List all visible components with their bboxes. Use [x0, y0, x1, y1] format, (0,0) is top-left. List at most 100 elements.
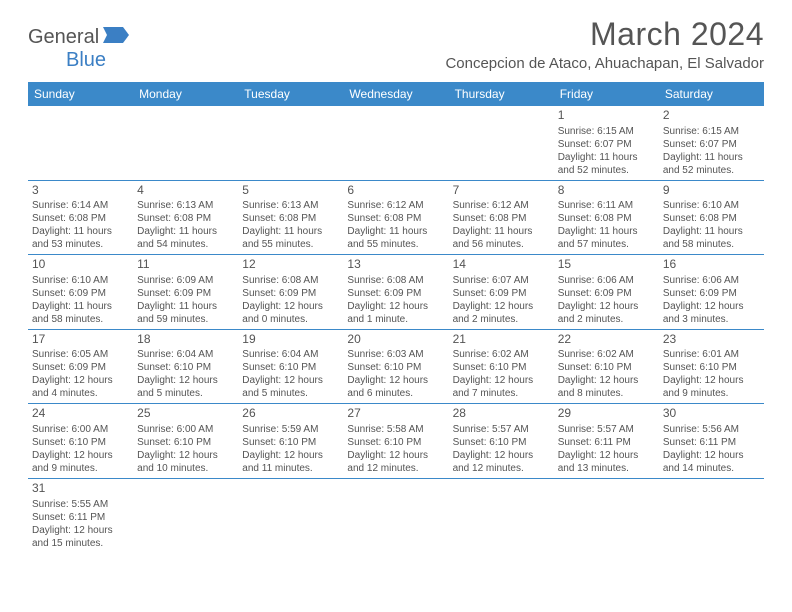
calendar-day-cell: 26Sunrise: 5:59 AMSunset: 6:10 PMDayligh… [238, 404, 343, 479]
sunset-text: Sunset: 6:09 PM [558, 287, 655, 300]
sunset-text: Sunset: 6:08 PM [242, 212, 339, 225]
day-number: 24 [32, 406, 129, 422]
sunrise-text: Sunrise: 6:04 AM [137, 348, 234, 361]
calendar-day-cell [343, 106, 448, 180]
sunrise-text: Sunrise: 6:06 AM [663, 274, 760, 287]
sunrise-text: Sunrise: 5:57 AM [558, 423, 655, 436]
calendar-day-cell: 11Sunrise: 6:09 AMSunset: 6:09 PMDayligh… [133, 255, 238, 330]
day-header: Thursday [449, 82, 554, 106]
sunrise-text: Sunrise: 6:02 AM [453, 348, 550, 361]
calendar-day-cell: 30Sunrise: 5:56 AMSunset: 6:11 PMDayligh… [659, 404, 764, 479]
sunset-text: Sunset: 6:08 PM [558, 212, 655, 225]
calendar-day-cell: 1Sunrise: 6:15 AMSunset: 6:07 PMDaylight… [554, 106, 659, 180]
calendar-page: General Blue March 2024 Concepcion de At… [0, 0, 792, 553]
sunset-text: Sunset: 6:11 PM [32, 511, 129, 524]
day-number: 9 [663, 183, 760, 199]
sunset-text: Sunset: 6:07 PM [558, 138, 655, 151]
flag-icon [103, 26, 129, 49]
month-title: March 2024 [445, 16, 764, 53]
daylight-text: Daylight: 11 hours and 58 minutes. [663, 225, 760, 251]
sunrise-text: Sunrise: 5:57 AM [453, 423, 550, 436]
logo-text-general: General [28, 26, 99, 48]
sunset-text: Sunset: 6:11 PM [663, 436, 760, 449]
sunset-text: Sunset: 6:09 PM [137, 287, 234, 300]
calendar-day-cell: 10Sunrise: 6:10 AMSunset: 6:09 PMDayligh… [28, 255, 133, 330]
calendar-day-cell: 8Sunrise: 6:11 AMSunset: 6:08 PMDaylight… [554, 180, 659, 255]
day-number: 31 [32, 481, 129, 497]
day-header: Sunday [28, 82, 133, 106]
calendar-table: SundayMondayTuesdayWednesdayThursdayFrid… [28, 82, 764, 553]
calendar-day-cell: 6Sunrise: 6:12 AMSunset: 6:08 PMDaylight… [343, 180, 448, 255]
logo-text-blue: Blue [66, 49, 106, 71]
day-number: 21 [453, 332, 550, 348]
daylight-text: Daylight: 12 hours and 9 minutes. [32, 449, 129, 475]
calendar-day-cell: 5Sunrise: 6:13 AMSunset: 6:08 PMDaylight… [238, 180, 343, 255]
calendar-body: 1Sunrise: 6:15 AMSunset: 6:07 PMDaylight… [28, 106, 764, 553]
daylight-text: Daylight: 12 hours and 3 minutes. [663, 300, 760, 326]
calendar-day-cell: 28Sunrise: 5:57 AMSunset: 6:10 PMDayligh… [449, 404, 554, 479]
calendar-day-cell [133, 106, 238, 180]
calendar-day-cell: 4Sunrise: 6:13 AMSunset: 6:08 PMDaylight… [133, 180, 238, 255]
sunset-text: Sunset: 6:09 PM [453, 287, 550, 300]
sunset-text: Sunset: 6:10 PM [242, 361, 339, 374]
location-subtitle: Concepcion de Ataco, Ahuachapan, El Salv… [445, 55, 764, 72]
calendar-day-cell [133, 478, 238, 552]
day-number: 13 [347, 257, 444, 273]
day-header: Tuesday [238, 82, 343, 106]
header-row: General Blue March 2024 Concepcion de At… [28, 16, 764, 72]
calendar-week-row: 3Sunrise: 6:14 AMSunset: 6:08 PMDaylight… [28, 180, 764, 255]
day-number: 26 [242, 406, 339, 422]
daylight-text: Daylight: 11 hours and 55 minutes. [347, 225, 444, 251]
calendar-week-row: 31Sunrise: 5:55 AMSunset: 6:11 PMDayligh… [28, 478, 764, 552]
sunrise-text: Sunrise: 6:02 AM [558, 348, 655, 361]
day-number: 14 [453, 257, 550, 273]
daylight-text: Daylight: 12 hours and 13 minutes. [558, 449, 655, 475]
calendar-day-cell: 29Sunrise: 5:57 AMSunset: 6:11 PMDayligh… [554, 404, 659, 479]
logo-text: General Blue [28, 26, 129, 72]
daylight-text: Daylight: 11 hours and 52 minutes. [558, 151, 655, 177]
sunrise-text: Sunrise: 6:10 AM [663, 199, 760, 212]
calendar-day-cell: 24Sunrise: 6:00 AMSunset: 6:10 PMDayligh… [28, 404, 133, 479]
daylight-text: Daylight: 12 hours and 10 minutes. [137, 449, 234, 475]
day-number: 17 [32, 332, 129, 348]
sunrise-text: Sunrise: 6:11 AM [558, 199, 655, 212]
sunset-text: Sunset: 6:10 PM [347, 436, 444, 449]
sunrise-text: Sunrise: 6:06 AM [558, 274, 655, 287]
sunset-text: Sunset: 6:09 PM [32, 287, 129, 300]
day-number: 30 [663, 406, 760, 422]
daylight-text: Daylight: 11 hours and 52 minutes. [663, 151, 760, 177]
day-header: Monday [133, 82, 238, 106]
calendar-day-cell: 13Sunrise: 6:08 AMSunset: 6:09 PMDayligh… [343, 255, 448, 330]
daylight-text: Daylight: 12 hours and 9 minutes. [663, 374, 760, 400]
calendar-day-cell: 27Sunrise: 5:58 AMSunset: 6:10 PMDayligh… [343, 404, 448, 479]
sunset-text: Sunset: 6:10 PM [453, 361, 550, 374]
calendar-day-cell [449, 106, 554, 180]
sunset-text: Sunset: 6:08 PM [453, 212, 550, 225]
daylight-text: Daylight: 11 hours and 56 minutes. [453, 225, 550, 251]
sunrise-text: Sunrise: 6:10 AM [32, 274, 129, 287]
sunset-text: Sunset: 6:07 PM [663, 138, 760, 151]
calendar-day-cell: 17Sunrise: 6:05 AMSunset: 6:09 PMDayligh… [28, 329, 133, 404]
daylight-text: Daylight: 11 hours and 53 minutes. [32, 225, 129, 251]
sunrise-text: Sunrise: 5:55 AM [32, 498, 129, 511]
calendar-day-cell: 20Sunrise: 6:03 AMSunset: 6:10 PMDayligh… [343, 329, 448, 404]
sunrise-text: Sunrise: 6:09 AM [137, 274, 234, 287]
daylight-text: Daylight: 11 hours and 57 minutes. [558, 225, 655, 251]
calendar-week-row: 24Sunrise: 6:00 AMSunset: 6:10 PMDayligh… [28, 404, 764, 479]
sunrise-text: Sunrise: 6:14 AM [32, 199, 129, 212]
day-number: 10 [32, 257, 129, 273]
calendar-day-cell: 3Sunrise: 6:14 AMSunset: 6:08 PMDaylight… [28, 180, 133, 255]
daylight-text: Daylight: 12 hours and 2 minutes. [453, 300, 550, 326]
calendar-day-cell: 2Sunrise: 6:15 AMSunset: 6:07 PMDaylight… [659, 106, 764, 180]
sunrise-text: Sunrise: 6:00 AM [32, 423, 129, 436]
daylight-text: Daylight: 12 hours and 4 minutes. [32, 374, 129, 400]
sunrise-text: Sunrise: 6:00 AM [137, 423, 234, 436]
day-number: 6 [347, 183, 444, 199]
day-number: 20 [347, 332, 444, 348]
sunset-text: Sunset: 6:10 PM [137, 361, 234, 374]
sunset-text: Sunset: 6:08 PM [32, 212, 129, 225]
daylight-text: Daylight: 11 hours and 59 minutes. [137, 300, 234, 326]
calendar-day-cell: 31Sunrise: 5:55 AMSunset: 6:11 PMDayligh… [28, 478, 133, 552]
sunrise-text: Sunrise: 6:15 AM [663, 125, 760, 138]
calendar-day-cell: 19Sunrise: 6:04 AMSunset: 6:10 PMDayligh… [238, 329, 343, 404]
